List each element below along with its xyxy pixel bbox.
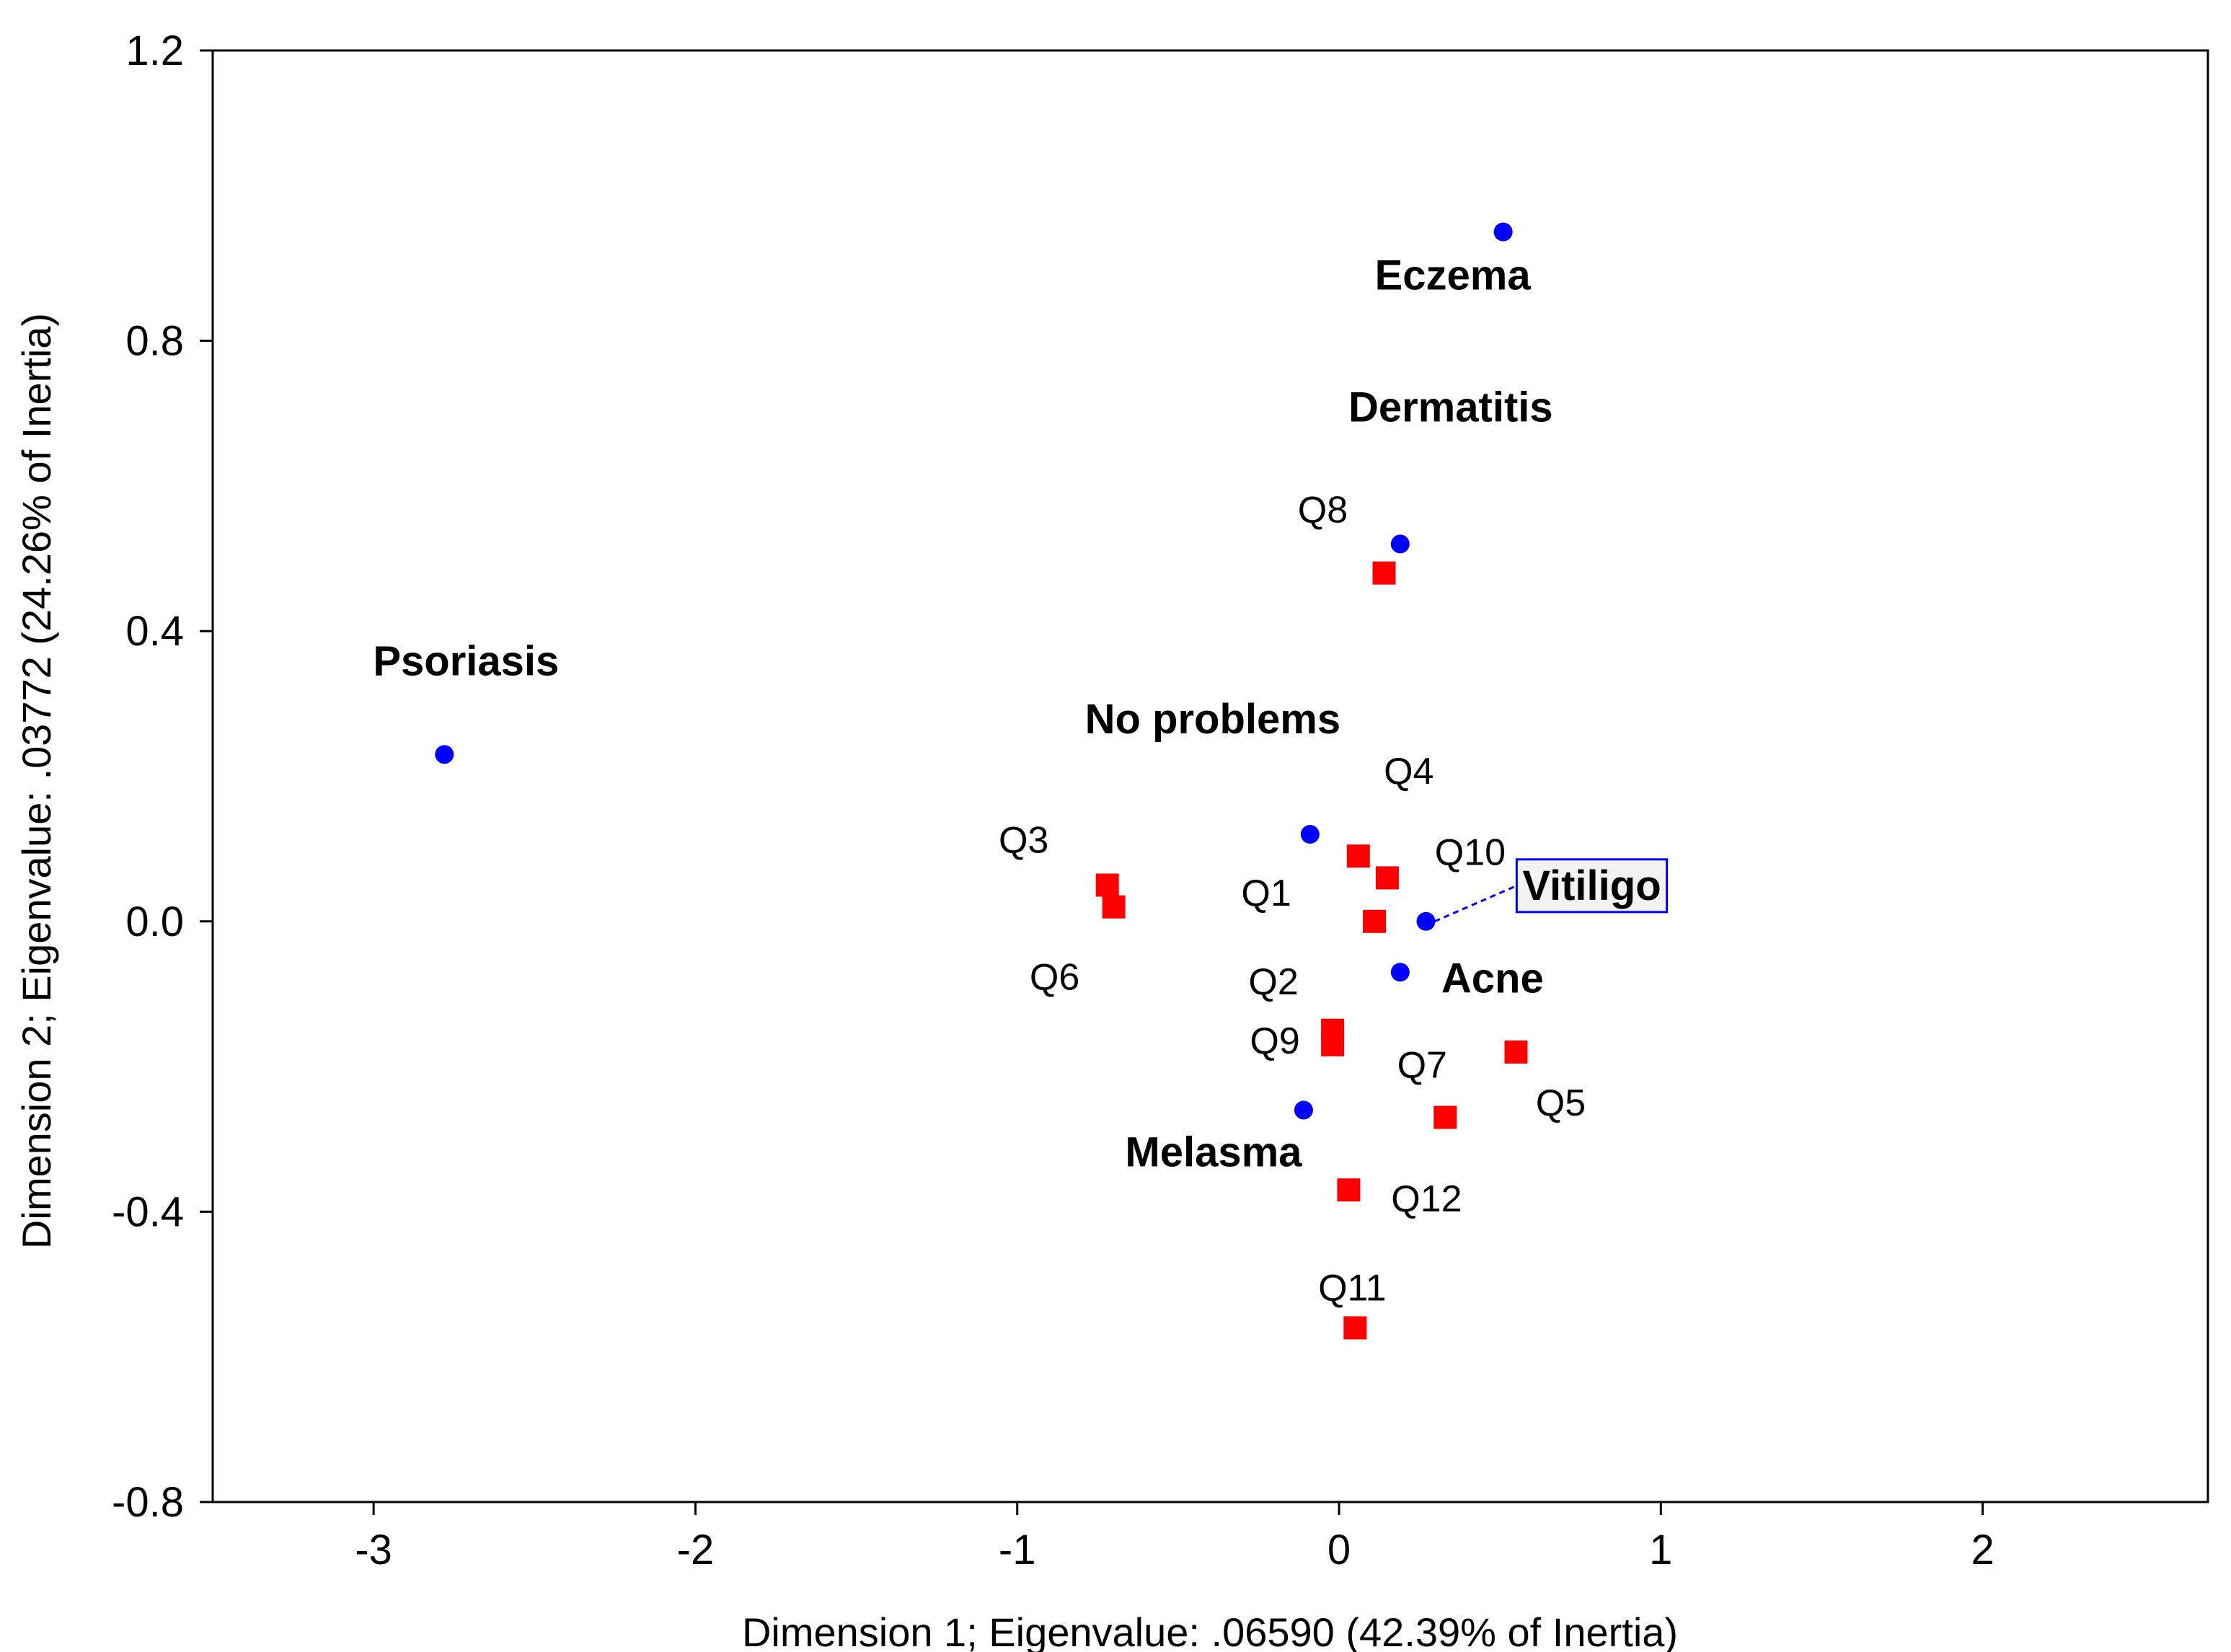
point-q5 [1504,1040,1528,1064]
label-psoriasis: Psoriasis [373,637,559,684]
label-melasma: Melasma [1125,1128,1302,1175]
point-dermatitis [1390,534,1410,554]
point-q7 [1433,1105,1457,1129]
label-q9: Q9 [1250,1020,1299,1062]
y-tick-label: 0.8 [125,318,184,365]
x-tick-label: 0 [1327,1527,1351,1573]
plot-frame [211,49,2209,1503]
x-tick-label: -1 [999,1527,1036,1573]
y-tick-label: 1.2 [125,27,184,74]
label-q6: Q6 [1030,957,1079,999]
axes [211,49,2209,1503]
y-tick-label: -0.8 [112,1479,184,1526]
point-psoriasis [435,745,454,764]
label-vitiligo: Vitiligo [1522,862,1661,909]
point-labels: Eczema Dermatitis Psoriasis No problems Viti… [373,252,1669,1309]
label-q7: Q7 [1397,1045,1447,1087]
point-no-problems [1300,825,1320,844]
x-tick-label: -2 [677,1527,715,1573]
point-q4 [1346,844,1370,868]
point-vitiligo [1416,911,1436,931]
label-eczema: Eczema [1375,252,1532,299]
leader-line [1433,884,1517,923]
point-melasma [1294,1100,1313,1120]
point-q12 [1337,1178,1361,1202]
point-q8 [1372,561,1396,585]
label-acne: Acne [1441,955,1544,1002]
point-q6 [1102,895,1126,919]
x-axis-title: Dimension 1; Eigenvalue: .06590 (42.39% … [742,1609,1678,1652]
label-q8: Q8 [1298,490,1348,531]
label-q11: Q11 [1318,1267,1386,1309]
point-q10 [1375,866,1399,890]
y-tick-label: 0.4 [125,608,184,655]
label-no-problems: No problems [1085,696,1341,743]
ticks: -3 -2 -1 0 1 2 -0.8 -0.4 0.0 0.4 0.8 1.2 [112,27,1994,1573]
point-acne [1390,963,1410,982]
x-tick-label: -3 [355,1527,392,1573]
x-tick-label: 1 [1649,1527,1672,1573]
point-q1 [1363,909,1387,933]
points [435,222,1528,1340]
point-q9 [1321,1033,1345,1056]
label-q12: Q12 [1391,1178,1462,1220]
label-q1: Q1 [1241,873,1291,914]
label-dermatitis: Dermatitis [1348,384,1553,430]
point-q11 [1343,1316,1367,1340]
leader-lines [1433,884,1517,923]
label-q2: Q2 [1248,961,1298,1003]
point-q3 [1095,873,1119,897]
label-q3: Q3 [999,819,1048,861]
y-axis-title: Dimension 2; Eigenvalue: .03772 (24.26% … [14,313,59,1249]
point-eczema [1493,222,1513,242]
highlight-box [1515,858,1669,914]
y-tick-label: 0.0 [125,898,184,945]
label-q4: Q4 [1384,751,1433,792]
label-q5: Q5 [1536,1082,1586,1124]
label-q10: Q10 [1435,831,1506,873]
y-tick-label: -0.4 [112,1188,184,1235]
x-tick-label: 2 [1971,1527,1994,1573]
